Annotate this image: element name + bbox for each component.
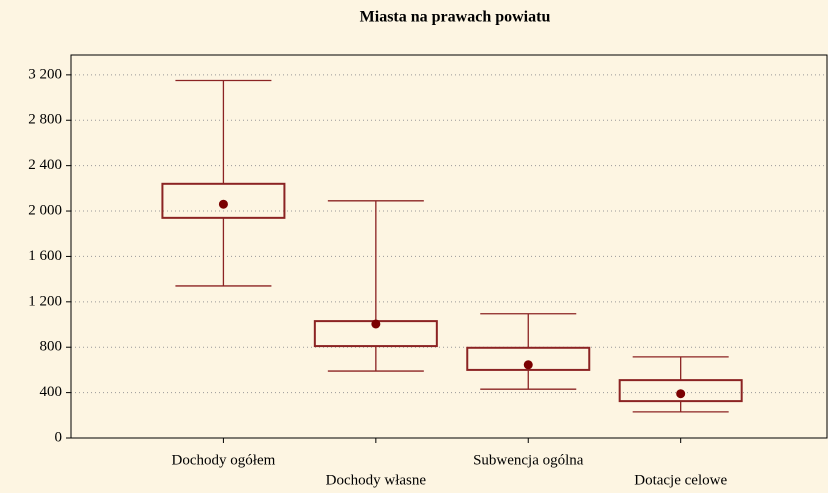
x-tick-label: Dotacje celowe [634, 472, 727, 488]
y-tick-label: 3 200 [28, 66, 62, 82]
box [161, 182, 286, 219]
plot-frame [70, 54, 828, 439]
y-tick-label: 800 [40, 339, 63, 355]
mean-marker [676, 389, 686, 399]
box [618, 379, 743, 403]
y-tick-label: 1 200 [28, 293, 62, 309]
mean-marker [218, 199, 228, 209]
mean-marker [371, 319, 381, 329]
y-tick-label: 1 600 [28, 248, 62, 264]
y-tick-label: 400 [40, 384, 63, 400]
mean-marker [523, 360, 533, 370]
y-tick-label: 2 400 [28, 157, 62, 173]
x-tick-label: Dochody ogółem [172, 452, 276, 468]
y-tick-label: 2 000 [28, 202, 62, 218]
x-tick-label: Subwencja ogólna [473, 452, 584, 468]
y-tick-label: 2 800 [28, 112, 62, 128]
box [466, 346, 591, 371]
x-tick-label: Dochody własne [326, 472, 427, 488]
chart-title: Miasta na prawach powiatu [360, 9, 551, 26]
y-tick-label: 0 [55, 429, 63, 445]
